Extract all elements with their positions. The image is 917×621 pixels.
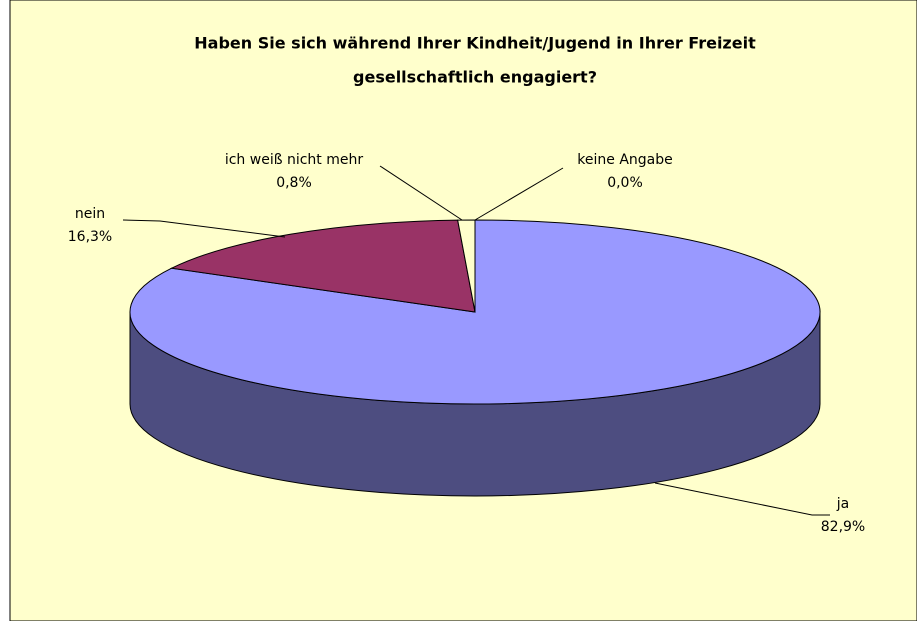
slice — [129, 219, 821, 405]
chart-title: Haben Sie sich während Ihrer Kindheit/Ju… — [194, 34, 756, 53]
slice-label: ja — [836, 496, 849, 512]
slice — [169, 219, 476, 313]
slice-label: ich weiß nicht mehr — [225, 152, 364, 168]
slice-label: keine Angabe — [577, 152, 672, 168]
leader-line — [474, 167, 564, 221]
chart-title: gesellschaftlich engagiert? — [353, 68, 597, 87]
slice-value-label: 0,0% — [607, 175, 643, 191]
slice-value-label: 0,8% — [276, 175, 312, 191]
slice-value-label: 82,9% — [821, 519, 865, 535]
slice-value-label: 16,3% — [68, 229, 112, 245]
leader-line — [122, 219, 286, 238]
slice-label: nein — [75, 206, 105, 222]
leader-line — [379, 165, 463, 221]
leader-line — [654, 482, 830, 516]
